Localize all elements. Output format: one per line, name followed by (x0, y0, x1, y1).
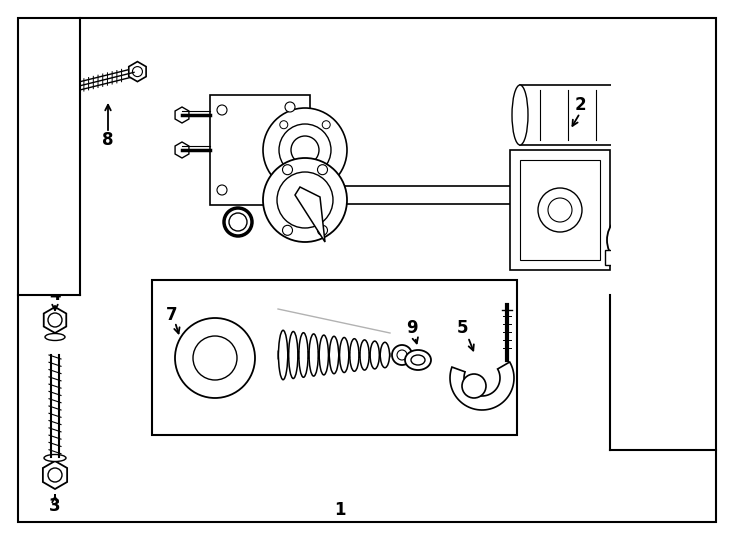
Text: 1: 1 (334, 501, 346, 519)
Circle shape (291, 136, 319, 164)
Circle shape (285, 188, 295, 198)
Ellipse shape (193, 336, 237, 380)
Bar (611, 18, 716, 450)
Text: 9: 9 (406, 319, 418, 337)
Circle shape (224, 208, 252, 236)
Ellipse shape (612, 85, 628, 145)
Bar (18, 18, 80, 295)
Circle shape (229, 213, 247, 231)
Circle shape (217, 105, 227, 115)
Ellipse shape (44, 455, 66, 462)
Polygon shape (54, 69, 134, 96)
Ellipse shape (45, 334, 65, 341)
Bar (520, 85, 620, 145)
Polygon shape (175, 142, 189, 158)
Circle shape (263, 158, 347, 242)
Circle shape (132, 66, 142, 77)
Circle shape (48, 313, 62, 327)
Ellipse shape (628, 370, 658, 380)
Ellipse shape (175, 318, 255, 398)
Text: 4: 4 (49, 286, 61, 304)
Circle shape (627, 232, 643, 248)
Ellipse shape (411, 355, 425, 365)
Circle shape (318, 225, 327, 235)
Circle shape (280, 121, 288, 129)
Circle shape (322, 121, 330, 129)
Polygon shape (43, 461, 67, 489)
Text: 2: 2 (574, 96, 586, 114)
Circle shape (392, 345, 412, 365)
Bar (520, 160, 600, 260)
Text: 7: 7 (166, 306, 178, 324)
Ellipse shape (405, 350, 431, 370)
Circle shape (619, 224, 651, 256)
Circle shape (277, 172, 333, 228)
Circle shape (318, 165, 327, 174)
Circle shape (548, 198, 572, 222)
Circle shape (397, 350, 407, 360)
Circle shape (462, 374, 486, 398)
Polygon shape (450, 362, 514, 410)
Circle shape (280, 171, 288, 179)
Bar (152, 280, 517, 435)
Text: 3: 3 (49, 497, 61, 515)
Bar (210, 95, 310, 205)
Circle shape (322, 171, 330, 179)
Circle shape (263, 108, 347, 192)
Bar (615, 165, 645, 185)
Circle shape (632, 339, 654, 361)
Circle shape (538, 188, 582, 232)
Polygon shape (128, 62, 146, 82)
Circle shape (285, 102, 295, 112)
Circle shape (279, 124, 331, 176)
Polygon shape (625, 330, 661, 370)
Polygon shape (295, 187, 325, 242)
Polygon shape (175, 107, 189, 123)
Text: 5: 5 (457, 319, 468, 337)
Circle shape (283, 165, 293, 174)
Bar (305, 186, 555, 204)
Circle shape (283, 225, 293, 235)
Circle shape (217, 185, 227, 195)
Circle shape (607, 212, 663, 268)
Circle shape (48, 468, 62, 482)
Ellipse shape (512, 85, 528, 145)
Bar (510, 150, 610, 270)
Text: 8: 8 (102, 131, 114, 149)
Polygon shape (44, 307, 66, 333)
Text: 6: 6 (637, 399, 649, 417)
Bar (605, 250, 630, 265)
